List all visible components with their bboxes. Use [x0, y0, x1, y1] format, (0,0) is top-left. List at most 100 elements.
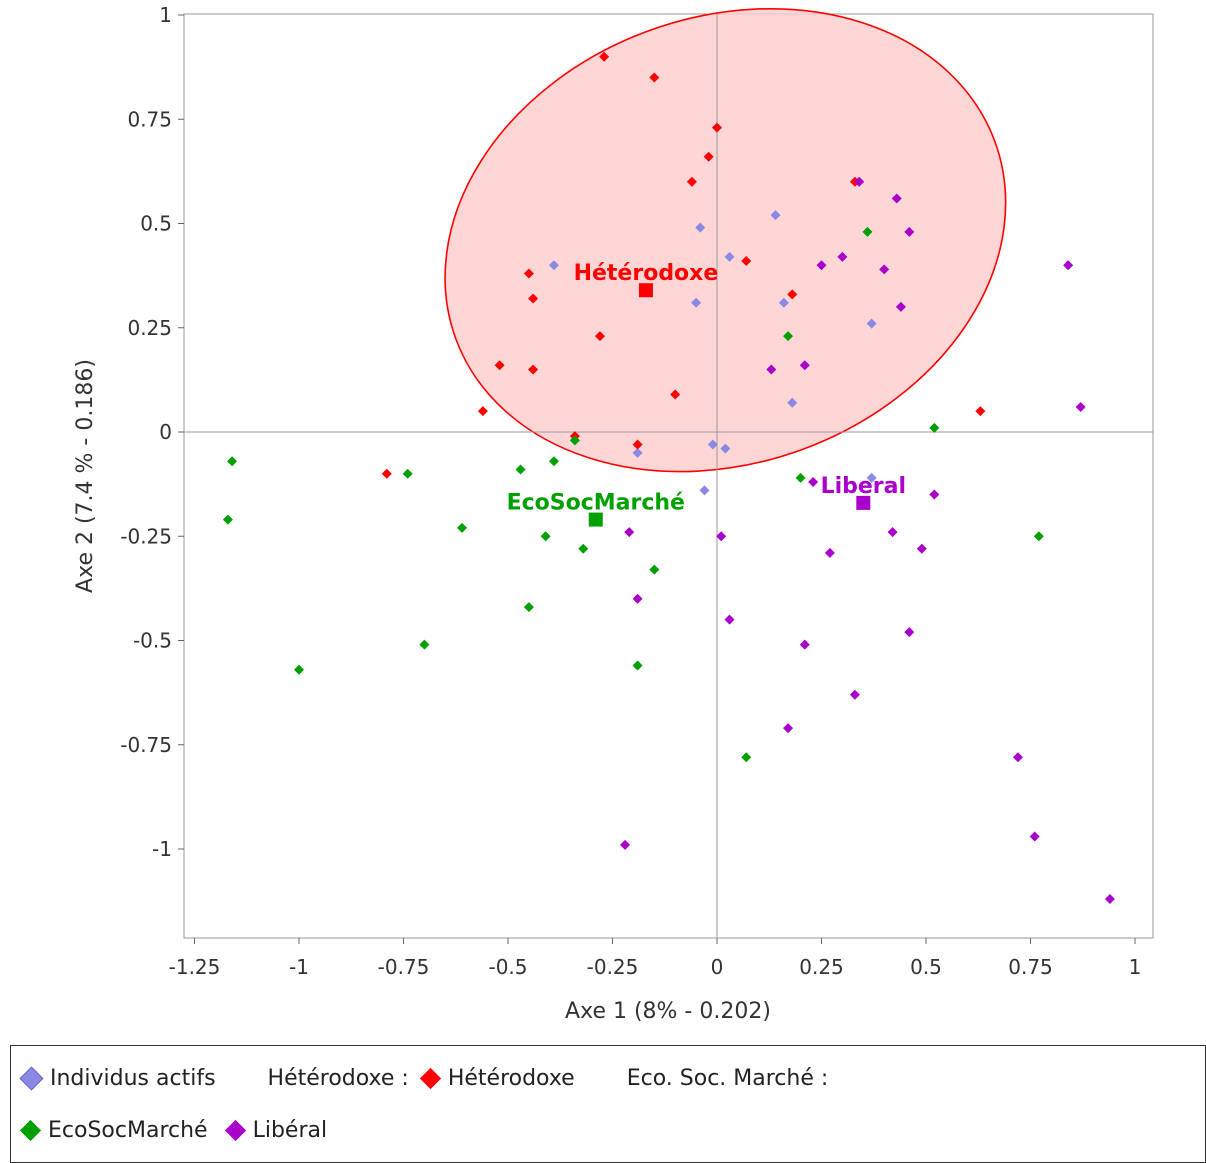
legend: Individus actifs Hétérodoxe : Hétérodoxe… [10, 1045, 1206, 1163]
point-h-t-rodoxe [494, 360, 505, 371]
x-tick-label: -0.5 [488, 955, 527, 979]
point-lib-ral [816, 260, 827, 271]
centroid-label-ecosocmarch-: EcoSocMarché [507, 491, 685, 516]
liberal-diamond-icon [224, 1119, 246, 1142]
point-lib-ral [879, 264, 890, 275]
point-lib-ral [854, 176, 865, 187]
individus-diamond-icon [19, 1066, 44, 1091]
point-ecosocmarch- [548, 456, 559, 467]
centroid-label-liberal: Liberal [821, 474, 906, 499]
y-tick-label: 1 [159, 3, 172, 27]
point-ecosocmarch- [523, 602, 534, 613]
point-h-t-rodoxe [787, 289, 798, 300]
y-tick-label: 0 [159, 420, 172, 444]
point-ecosocmarch- [632, 660, 643, 671]
legend-group-ecosoc: Eco. Soc. Marché : [626, 1066, 829, 1091]
point-individus-actifs [707, 439, 718, 450]
legend-row: EcoSocMarché Libéral [19, 1118, 343, 1143]
x-tick-label: -1.25 [169, 955, 221, 979]
point-lib-ral [783, 723, 794, 734]
y-tick-label: 0.25 [127, 316, 172, 340]
x-tick-label: 1 [1129, 955, 1142, 979]
legend-item-liberal: Libéral [224, 1118, 327, 1143]
x-tick-label: 0.25 [799, 955, 844, 979]
legend-label-individus: Individus actifs [50, 1066, 216, 1091]
point-lib-ral [904, 226, 915, 237]
y-axis-title: Axe 2 (7.4 % - 0.186) [73, 359, 98, 593]
point-ecosocmarch- [862, 226, 873, 237]
point-lib-ral [624, 527, 635, 538]
point-ecosocmarch- [649, 564, 660, 575]
x-tick-label: -0.25 [587, 955, 639, 979]
point-lib-ral [1029, 831, 1040, 842]
zero-lines [184, 14, 1153, 938]
point-ecosocmarch- [227, 456, 238, 467]
y-axis: 1 0.75 0.5 0.25 0 -0.25 -0.5 -0.75 -1 [120, 3, 184, 861]
point-ecosocmarch- [741, 752, 752, 763]
point-lib-ral [887, 527, 898, 538]
point-h-t-rodoxe [523, 268, 534, 279]
point-ecosocmarch- [294, 664, 304, 675]
point-lib-ral [1104, 894, 1115, 905]
x-tick-label: 0.5 [910, 955, 942, 979]
x-tick-label: 0.75 [1008, 955, 1053, 979]
y-tick-label: 0.75 [127, 107, 172, 131]
point-individus-actifs [695, 222, 706, 233]
y-tick-label: 0.5 [140, 212, 172, 236]
point-h-t-rodoxe [528, 293, 539, 304]
point-lib-ral [837, 251, 848, 262]
point-ecosocmarch- [578, 543, 589, 554]
legend-group-heterodoxe: Hétérodoxe : [267, 1066, 409, 1091]
point-lib-ral [895, 301, 906, 312]
point-h-t-rodoxe [703, 151, 714, 162]
legend-label-heterodoxe: Hétérodoxe [447, 1066, 575, 1091]
centroids: Hétérodoxe EcoSocMarché Liberal [507, 261, 906, 527]
point-lib-ral [849, 689, 860, 700]
x-tick-label: -1 [289, 955, 309, 979]
scatter-plot: -1.25 -1 -0.75 -0.5 -0.25 0 0.25 0.5 0.75 1 1 0.75… [73, 3, 1154, 1024]
x-axis-title: Axe 1 (8% - 0.202) [565, 999, 771, 1024]
point-lib-ral [904, 627, 915, 638]
point-lib-ral [808, 477, 819, 488]
point-individus-actifs [778, 297, 789, 308]
centroid-marker-liberal [856, 495, 871, 510]
point-lib-ral [799, 639, 810, 650]
point-lib-ral [620, 839, 631, 850]
point-lib-ral [1063, 260, 1074, 271]
point-lib-ral [766, 364, 777, 375]
heterodoxe-diamond-icon [419, 1067, 441, 1090]
point-h-t-rodoxe [599, 51, 610, 62]
point-lib-ral [1075, 401, 1086, 412]
point-lib-ral [929, 489, 940, 500]
data-points [222, 51, 1115, 905]
legend-item-individus: Individus actifs [19, 1066, 216, 1091]
point-individus-actifs [866, 318, 877, 329]
point-lib-ral [1012, 752, 1023, 763]
point-ecosocmarch- [1033, 531, 1044, 542]
y-tick-label: -1 [152, 837, 172, 861]
ecosoc-diamond-icon [19, 1119, 42, 1142]
legend-label-ecosoc: EcoSocMarché [48, 1118, 208, 1143]
point-lib-ral [716, 531, 727, 542]
point-lib-ral [632, 593, 643, 604]
point-ecosocmarch- [783, 331, 794, 342]
point-h-t-rodoxe [686, 176, 697, 187]
point-individus-actifs [724, 251, 735, 262]
point-lib-ral [724, 614, 735, 625]
point-individus-actifs [866, 472, 877, 483]
point-h-t-rodoxe [712, 122, 722, 133]
x-tick-label: 0 [711, 955, 724, 979]
point-ecosocmarch- [540, 531, 551, 542]
point-h-t-rodoxe [649, 72, 660, 83]
point-h-t-rodoxe [632, 439, 643, 450]
point-individus-actifs [548, 260, 559, 271]
centroid-marker-ecosocmarch- [588, 512, 603, 527]
legend-item-ecosoc: EcoSocMarché [19, 1118, 208, 1143]
heterodoxe-ellipse [444, 7, 1007, 473]
y-tick-label: -0.5 [133, 629, 172, 653]
point-h-t-rodoxe [741, 256, 752, 267]
point-lib-ral [891, 193, 902, 204]
point-h-t-rodoxe [594, 331, 605, 342]
point-ecosocmarch- [569, 435, 580, 446]
point-ecosocmarch- [419, 639, 430, 650]
